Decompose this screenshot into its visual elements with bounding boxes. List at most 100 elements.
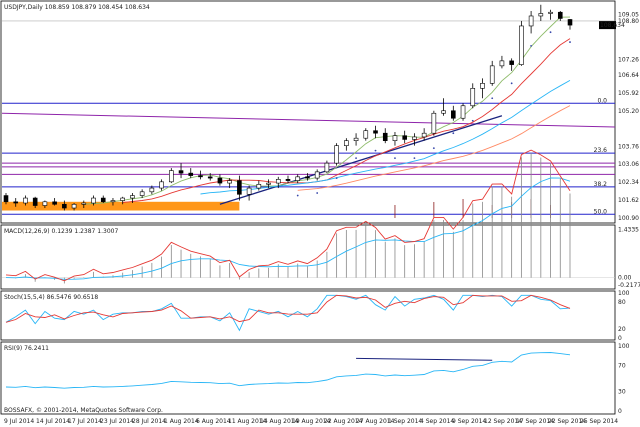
candle-35 [344,138,349,151]
fib-label-2: 38.2 [594,181,608,188]
price-series [3,4,573,218]
candle-body [431,112,437,134]
candle-0 [3,193,9,205]
candle-body [441,110,446,114]
x-tick-label-15: 12 Sep 2014 [484,418,522,425]
candle-21 [207,173,213,181]
candle-body [334,145,339,164]
candle-body [217,177,223,184]
candle-body [178,170,184,174]
candle-2 [23,195,28,206]
candle-44 [431,110,437,136]
rsi-series: 100 70 30 0 [5,343,630,415]
candle-36 [353,133,359,146]
candle-body [139,191,145,196]
fib-label-1: 23.6 [594,147,608,154]
candle-18 [178,163,184,179]
x-tick-label-9: 19 Aug 2014 [292,418,331,425]
candle-body [392,135,398,141]
candle-42 [412,133,417,146]
candle-body [548,11,553,14]
candle-22 [217,174,223,186]
candle-body [32,197,38,206]
candle-body [52,201,57,205]
candle-body [91,197,96,204]
candle-30 [295,174,301,184]
candle-17 [169,168,174,184]
x-tick-label-10: 22 Aug 2014 [324,418,363,425]
candle-body [451,110,456,119]
x-tick-label-6: 6 Aug 2014 [196,418,231,425]
candle-4 [42,200,48,209]
macd-main-line [5,149,571,282]
candle-body [382,132,388,141]
candle-body [207,176,213,179]
stoch-panel-frame [0,290,616,341]
macd-signal-line [5,177,571,280]
y-tick-label-10: 100.90 [618,215,639,222]
sar-dot-58 [569,41,571,43]
macd-tick-2: -0.2177 [618,282,640,289]
y-tick-label-2: 107.26 [618,56,639,63]
sar-dot-48 [471,119,474,122]
candle-body [470,88,476,107]
price-overlays: 0.0 23.6 38.2 50.0 108.634 [1,20,625,215]
x-tick-label-8: 14 Aug 2014 [260,418,299,425]
candle-body [23,197,28,204]
candle-body [256,184,262,189]
candle-52 [509,58,514,71]
candle-body [373,130,378,134]
candle-24 [237,175,242,201]
candle-body [353,137,359,141]
copyright-text: BOSSAFX, © 2001-2014, MetaQuotes Softwar… [4,407,163,414]
candle-body [421,132,427,138]
candle-32 [314,169,320,181]
y-tick-label-5: 105.20 [618,108,639,115]
candle-body [324,162,330,173]
candle-body [42,201,48,206]
candle-38 [373,125,378,139]
rsi-divergence-line [356,357,493,361]
y-tick-label-1: 108.80 [618,18,639,25]
symbol-header: USDJPY,Daily 108.859 108.879 108.454 108… [4,4,150,11]
candle-body [538,13,544,17]
candle-body [62,203,67,209]
candle-body [314,171,320,179]
candle-body [3,195,9,203]
candle-body [110,200,116,203]
x-tick-label-17: 22 Sep 2014 [548,418,586,425]
trend-line [219,115,503,205]
candle-48 [470,83,476,109]
x-tick-label-2: 17 Jul 2014 [68,418,102,425]
sar-dot-44 [432,147,435,150]
candle-body [363,130,369,139]
rsi-panel-frame [0,341,616,415]
sar-dot-46 [452,132,455,135]
rsi-tick-1: 70 [618,363,626,370]
stoch-tick-1: 80 [618,299,626,306]
sar-dot-50 [491,97,494,100]
purple-sloped-line [1,112,616,128]
candle-body [305,176,310,179]
sar-dot-40 [394,157,396,160]
y-tick-label-0: 109.05 [618,12,639,19]
candle-body [81,202,87,205]
candle-10 [100,195,106,204]
x-tick-label-16: 17 Sep 2014 [516,418,554,425]
candle-body [159,181,164,189]
candle-body [557,11,563,19]
y-tick-label-8: 102.34 [618,179,639,186]
x-tick-label-7: 11 Aug 2014 [228,418,267,425]
candle-8 [81,200,87,209]
candle-49 [480,78,485,99]
candle-23 [227,178,232,189]
candle-27 [266,179,271,189]
x-tick-label-18: 25 Sep 2014 [580,418,618,425]
candle-11 [110,198,116,206]
candle-3 [32,196,38,209]
candle-12 [120,196,125,205]
candle-body [198,175,203,178]
candle-47 [460,103,466,121]
x-tick-label-0: 9 Jul 2014 [4,418,34,425]
